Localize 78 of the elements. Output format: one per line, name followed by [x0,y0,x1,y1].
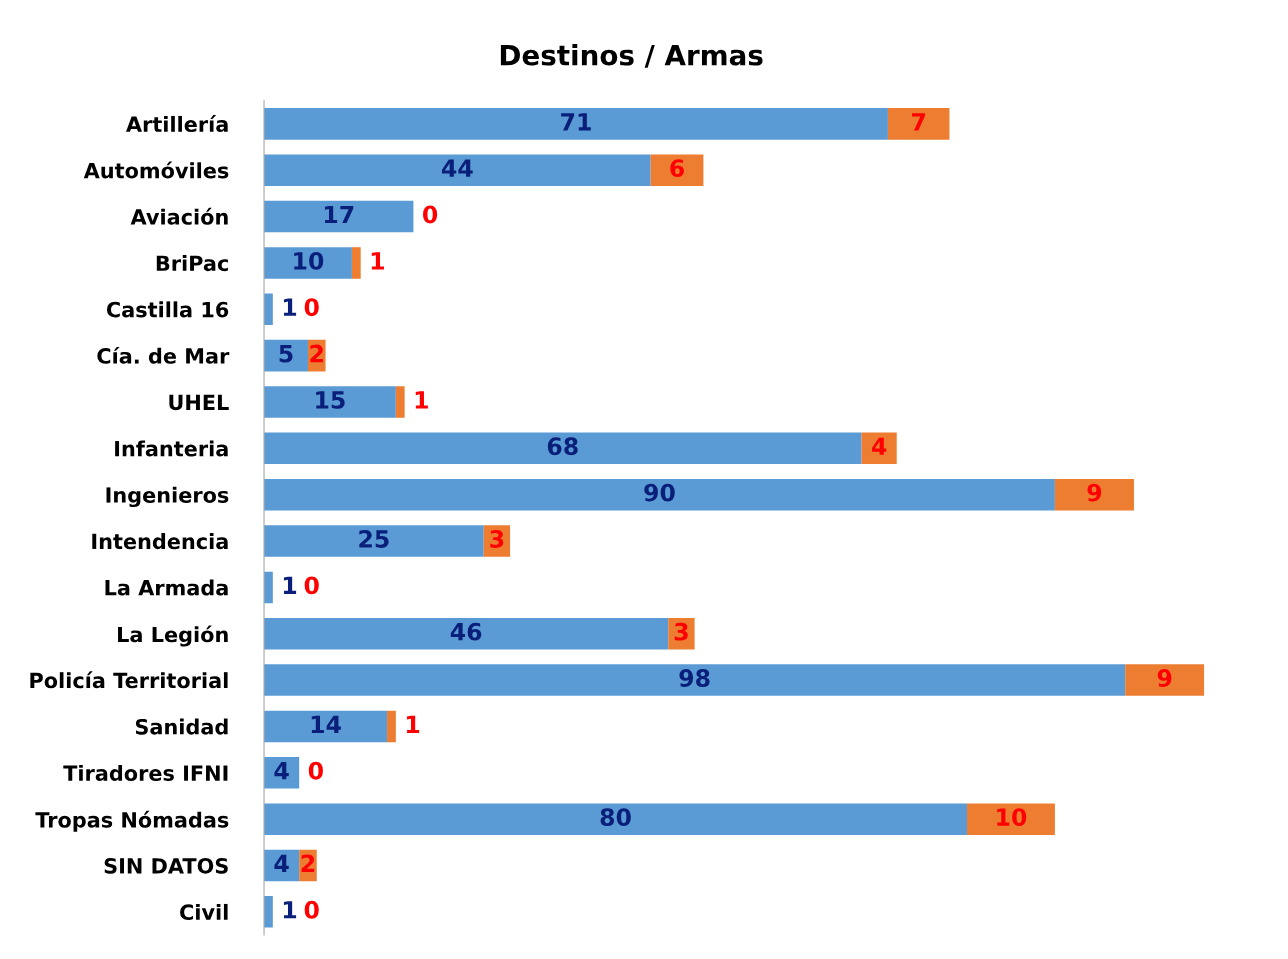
y-tick-label: BriPac [156,255,228,272]
data-label: 4 [872,437,887,455]
bar [264,247,352,279]
bar [650,154,704,186]
data-label: 2 [301,854,315,873]
bar [264,664,1126,696]
y-tick-label: UHEL [169,394,229,411]
bar [264,293,273,326]
data-label: 0 [304,298,319,317]
bar [264,525,484,557]
bar [1054,478,1134,511]
data-label: 6 [670,159,684,178]
data-label: 9 [1157,669,1172,687]
data-label: 10 [997,808,1027,826]
bar [387,710,396,743]
data-label: 1 [415,391,428,409]
y-tick-label: Infanteria [115,440,228,457]
y-tick-label: Tropas Nómadas [35,810,229,832]
data-label: 98 [679,669,710,687]
data-label: 4 [274,854,289,873]
y-tick-label: Sanidad [135,718,228,735]
data-label: 0 [304,900,319,919]
bar [264,108,888,140]
data-label: 0 [308,761,323,780]
y-tick-label: Castilla 16 [106,301,229,318]
y-tick-label: La Legión [118,625,228,647]
bar [264,710,388,743]
bar [264,803,968,835]
data-label: 1 [371,252,384,270]
bar [264,478,1055,511]
data-label: 25 [359,530,389,548]
data-label: 71 [561,113,591,131]
y-tick-label: Policía Territorial [30,671,228,689]
data-label: 1 [283,298,297,316]
y-tick-label: Ingenieros [106,486,229,508]
bar [1125,664,1205,696]
data-label: 1 [283,901,297,919]
y-tick-label: Cía. de Mar [97,346,230,364]
data-label: 7 [912,113,926,131]
bar [264,154,651,186]
y-tick-label: Aviación [130,207,228,225]
data-label: 46 [450,622,482,641]
data-label: 68 [547,437,578,456]
chart-title: Destinos / Armas [500,44,763,68]
data-label: 9 [1087,483,1102,502]
bar [967,803,1055,835]
data-label: 1 [283,576,297,594]
data-label: 10 [294,251,324,270]
bar [264,386,396,418]
data-label: 0 [304,576,319,595]
data-label: 4 [274,762,289,780]
bar [395,386,405,418]
data-label: 3 [674,622,688,641]
y-tick-label: Intendencia [92,533,228,550]
data-label: 80 [600,808,631,826]
bar [264,617,669,650]
y-tick-label: Civil [180,903,228,921]
bar [264,571,273,604]
data-label: 5 [279,344,293,363]
data-label: 44 [441,159,473,177]
bar [264,432,862,465]
bar [351,247,361,279]
bar [264,200,414,233]
bar [887,108,950,140]
data-label: 2 [310,344,323,363]
y-tick-label: Artillería [126,115,228,133]
data-label: 1 [406,715,420,733]
data-label: 0 [423,205,438,224]
y-tick-label: SIN DATOS [104,857,228,874]
y-tick-label: Tiradores IFNI [63,764,228,782]
data-label: 14 [311,715,341,733]
bar [264,896,273,928]
data-label: 17 [324,205,354,224]
data-label: 3 [490,530,504,548]
data-label: 90 [644,483,675,502]
data-label: 15 [316,391,345,409]
y-tick-label: La Armada [105,579,228,596]
y-tick-label: Automóviles [83,161,229,179]
